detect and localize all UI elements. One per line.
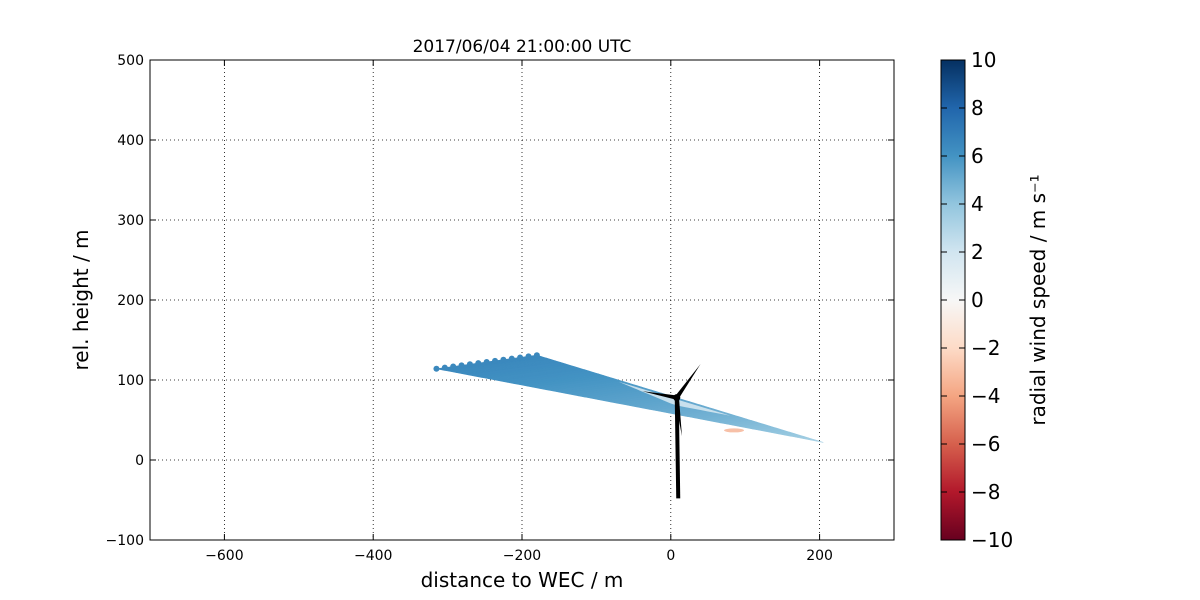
scan-ring-cap [508,355,515,362]
colorbar-tick-label: −6 [971,432,1000,456]
scan-ring-cap [525,353,532,360]
turbine-tower [674,397,681,499]
colorbar-tick-label: −10 [971,528,1013,552]
scan-ring-cap [458,362,465,369]
scan-ring-cap [500,356,507,363]
y-tick-label: 100 [117,373,144,389]
y-tick-label: 400 [117,133,144,149]
turbine-blade [674,397,682,436]
colorbar-ticks: −10 −8 −6 −4 −2 0 2 4 6 8 10 [941,48,1013,552]
colorbar-label: radial wind speed / m s⁻¹ [1026,174,1050,425]
y-axis-label: rel. height / m [69,229,93,370]
colorbar-tick-label: 6 [971,144,984,168]
scan-range-gate [816,440,824,443]
y-tick-label: 500 [117,53,144,69]
colorbar-tick-label: 8 [971,96,984,120]
x-tick-label: −600 [205,548,243,564]
x-axis: −600 −400 −200 0 200 [205,60,833,564]
colorbar-tick-label: −8 [971,480,1000,504]
x-axis-label: distance to WEC / m [421,568,624,592]
scan-negative-patch [724,428,745,433]
turbine-blade [674,364,701,399]
lidar-scan [433,352,824,443]
grid [150,60,894,540]
x-tick-label: −400 [354,548,392,564]
scan-ring-cap [433,365,440,372]
y-tick-label: 300 [117,213,144,229]
colorbar-tick-label: 2 [971,240,984,264]
y-tick-label: −100 [106,533,144,549]
colorbar-tick-label: −4 [971,384,1000,408]
scan-ring-cap [475,360,482,367]
scan-ring-cap [441,364,448,371]
colorbar-tick-label: 4 [971,192,984,216]
x-tick-label: −200 [503,548,541,564]
scan-ring-cap [517,354,524,361]
scan-ring-cap [450,363,457,370]
scan-ring-cap [533,352,540,359]
scan-ring-cap [483,359,490,365]
y-tick-label: 0 [135,453,144,469]
turbine-hub [673,394,681,402]
chart-title: 2017/06/04 21:00:00 UTC [413,37,632,57]
turbine-blade [642,391,678,400]
x-tick-label: 200 [806,548,833,564]
y-tick-label: 200 [117,293,144,309]
scan-ring-cap [492,357,499,364]
scan-low-speed-band [618,381,731,416]
x-tick-label: 0 [666,548,675,564]
colorbar-tick-label: 10 [971,48,996,72]
colorbar-tick-label: 0 [971,288,984,312]
wind-turbine-icon [642,364,701,499]
scan-ring-cap [466,361,473,368]
y-axis: −100 0 100 200 300 400 500 [106,53,894,549]
colorbar-tick-label: −2 [971,336,1000,360]
